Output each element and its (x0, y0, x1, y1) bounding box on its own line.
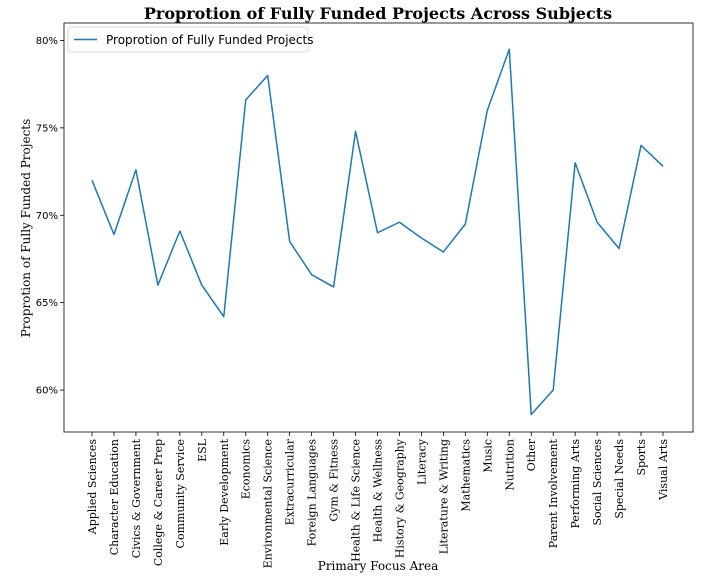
x-axis-label: Primary Focus Area (318, 559, 439, 573)
x-tick-label: Other (525, 438, 538, 471)
x-tick-label: Nutrition (503, 439, 516, 491)
x-tick-label: College & Career Prep (152, 439, 165, 566)
x-tick-label: ESL (196, 438, 209, 462)
chart-title: Proprotion of Fully Funded Projects Acro… (144, 4, 612, 23)
y-tick-label: 60% (36, 386, 58, 397)
x-tick-label: Special Needs (613, 439, 626, 519)
x-tick-label: Extracurricular (284, 438, 297, 525)
x-axis-ticks: Applied Sciences Character Education Civic… (86, 432, 670, 568)
x-tick-label: Early Development (218, 438, 231, 545)
x-tick-label: Community Service (174, 439, 187, 548)
x-tick-label: Character Education (108, 439, 121, 555)
y-axis-ticks: 60% 65% 70% 75% 80% (36, 36, 64, 397)
x-tick-label: Performing Arts (569, 439, 582, 529)
y-axis-label: Proprotion of Fully Funded Projects (19, 119, 33, 338)
x-tick-label: Economics (240, 439, 253, 500)
y-tick-label: 70% (36, 211, 58, 222)
y-tick-label: 75% (36, 123, 58, 134)
legend-label: Proprotion of Fully Funded Projects (106, 33, 313, 47)
x-tick-label: Parent Involvement (547, 438, 560, 548)
y-tick-label: 80% (36, 36, 58, 47)
x-tick-label: Civics & Government (130, 438, 143, 558)
x-tick-label: Literature & Writing (437, 439, 450, 554)
x-tick-label: Sports (635, 439, 648, 476)
x-tick-label: Social Sciences (591, 439, 604, 526)
x-tick-label: Health & Wellness (372, 439, 385, 543)
x-tick-label: Gym & Fitness (328, 439, 341, 522)
legend: Proprotion of Fully Funded Projects (67, 26, 313, 53)
x-tick-label: Visual Arts (657, 439, 670, 501)
x-tick-label: Music (481, 439, 494, 473)
plot-frame (63, 22, 694, 433)
x-tick-label: Literacy (415, 438, 428, 485)
x-tick-label: Foreign Languages (306, 439, 319, 547)
x-tick-label: Environmental Science (262, 439, 275, 568)
legend-box (67, 26, 309, 53)
x-tick-label: History & Geography (393, 438, 406, 558)
x-tick-label: Mathematics (459, 439, 472, 512)
x-tick-label: Applied Sciences (86, 439, 99, 536)
x-tick-label: Health & Life Science (350, 439, 363, 562)
y-tick-label: 65% (36, 298, 58, 309)
series-line (91, 48, 664, 416)
